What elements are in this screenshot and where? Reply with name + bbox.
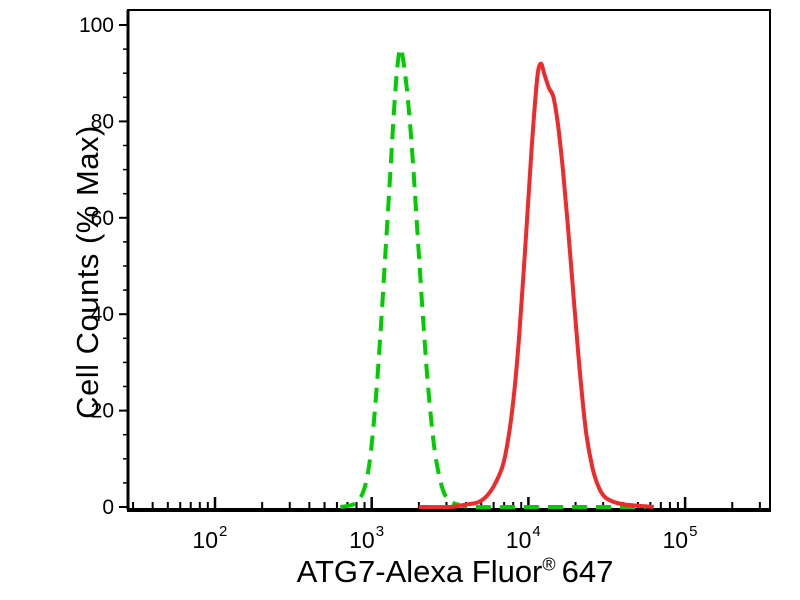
green-dashed-curve — [340, 46, 646, 510]
x-tick-label-base: 10 — [349, 527, 375, 553]
x-tick-label-exponent: 5 — [689, 523, 697, 540]
plot-frame — [127, 9, 771, 511]
y-tick-label: 60 — [91, 207, 114, 230]
y-axis-label: Cell Counts (% Max) — [70, 125, 105, 419]
x-tick-label-exponent: 2 — [219, 523, 227, 540]
x-tick-label-base: 10 — [506, 527, 532, 553]
registered-trademark-symbol: ® — [542, 554, 556, 575]
red-solid-curve — [418, 61, 654, 510]
x-tick-label-base: 10 — [192, 527, 218, 553]
x-axis-label-end: 647 — [561, 554, 614, 589]
y-tick-label: 40 — [91, 303, 114, 326]
x-axis-label: ATG7-Alexa Fluor® 647 — [110, 554, 800, 590]
y-tick-label: 80 — [91, 110, 114, 133]
y-tick-label: 100 — [79, 14, 114, 37]
x-axis-label-main: ATG7-Alexa Fluor — [296, 554, 543, 589]
y-tick-label: 20 — [91, 400, 114, 423]
x-tick-label-exponent: 4 — [532, 523, 540, 540]
x-tick-label-exponent: 3 — [376, 523, 384, 540]
x-tick-label-base: 10 — [663, 527, 689, 553]
y-tick-label: 0 — [102, 496, 114, 519]
